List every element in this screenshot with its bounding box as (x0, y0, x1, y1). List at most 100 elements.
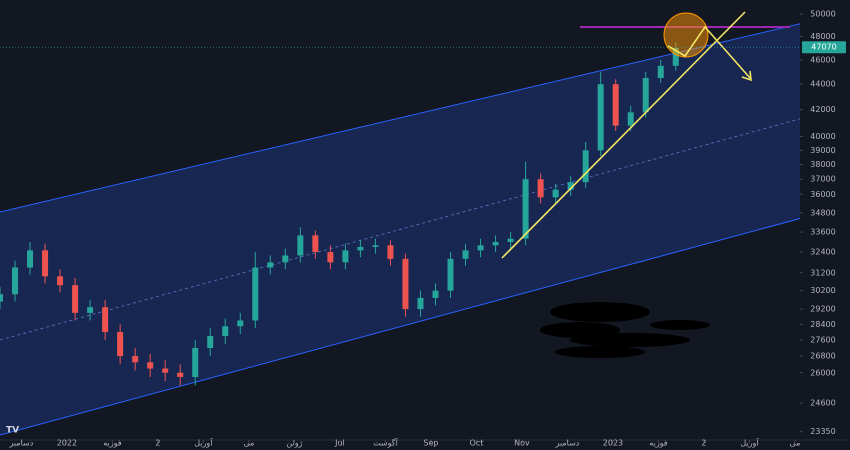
y-tick-label: 23350 (810, 427, 835, 436)
x-tick-label: فوریه (649, 439, 668, 448)
y-tick-label: 28400 (810, 320, 835, 329)
candle-body (432, 290, 439, 298)
candle-body (192, 348, 199, 377)
candle-body (42, 250, 49, 277)
axis-labels: 50000 48000 46000 44000 42000 40000 39000 38000… (0, 10, 846, 448)
candle-body (162, 368, 169, 373)
channel-lower (0, 204, 850, 436)
candle-body (552, 189, 559, 198)
candle-body (402, 258, 409, 310)
y-tick-label: 38000 (810, 160, 835, 169)
x-tick-label: Oct (470, 439, 484, 448)
candle-body (582, 150, 589, 183)
candle-body (657, 65, 664, 78)
y-tick-label: 44000 (810, 80, 835, 89)
candle-body (462, 250, 469, 259)
y-tick-label: 48000 (810, 32, 835, 41)
candle-body (567, 182, 574, 190)
candle-body (282, 255, 289, 263)
candle-body (537, 179, 544, 198)
candle-body (327, 252, 334, 263)
candle-body (522, 179, 529, 239)
y-tick-label: 33600 (810, 228, 835, 237)
candle-body (147, 362, 154, 369)
candle-body (357, 246, 364, 251)
redacted (540, 302, 710, 358)
last-price-box (802, 41, 846, 54)
candle-body (12, 267, 19, 295)
candles (0, 42, 679, 386)
candle-body (0, 294, 3, 302)
candle-body (642, 77, 649, 113)
x-tick-label: می (790, 439, 801, 448)
y-tick-label: 30200 (810, 286, 835, 295)
candle-body (87, 307, 94, 313)
candle-body (117, 332, 124, 357)
candle-body (372, 245, 379, 247)
y-tick-label: 24600 (810, 399, 835, 408)
scribble (555, 346, 645, 358)
candle-body (57, 276, 64, 286)
x-tick-label: آگوست (373, 438, 399, 448)
y-tick-label: 42000 (810, 105, 835, 114)
candle-body (597, 84, 604, 151)
candle-body (237, 320, 244, 327)
y-tick-label: 26000 (810, 368, 835, 377)
x-tick-label: 2 (701, 439, 706, 448)
y-tick-label: 32400 (810, 248, 835, 257)
y-tick-label: 26800 (810, 352, 835, 361)
y-tick-label: 34800 (810, 208, 835, 217)
x-tick-label: 2023 (603, 439, 623, 448)
candle-body (222, 326, 229, 337)
zigzag-projection (667, 25, 751, 79)
candle-body (132, 356, 139, 363)
y-tick-label: 37000 (810, 175, 835, 184)
x-tick-label: 2 (155, 439, 160, 448)
trend-line (501, 11, 746, 259)
logo: TV (6, 426, 19, 436)
channel-mid (0, 104, 850, 341)
price-axis (800, 0, 850, 450)
y-tick-label: 27600 (810, 335, 835, 344)
channel-upper (0, 11, 850, 213)
x-tick-label: Sep (423, 439, 438, 448)
x-tick-label: Jul (334, 439, 345, 448)
y-tick-label: 50000 (810, 10, 835, 19)
candle-body (507, 238, 514, 242)
y-tick-label: 46000 (810, 55, 835, 64)
candle-body (27, 250, 34, 268)
candle-body (417, 297, 424, 310)
candle-body (387, 245, 394, 259)
candle-body (492, 241, 499, 246)
candle-body (477, 245, 484, 251)
candle-body (72, 285, 79, 313)
candle-body (612, 84, 619, 126)
candle-body (297, 235, 304, 256)
y-tick-label: 29200 (810, 305, 835, 314)
channel-fill (0, 12, 850, 435)
x-tick-label: فوریه (103, 439, 122, 448)
annotations (501, 11, 790, 259)
arrow-head (741, 70, 752, 82)
candle-body (342, 250, 349, 263)
candle-body (102, 307, 109, 333)
candle-body (207, 336, 214, 349)
x-tick-label: ژوئن (286, 439, 302, 448)
candle-body (312, 235, 319, 253)
scribble (650, 320, 710, 330)
x-tick-label: 2022 (57, 439, 77, 448)
x-tick-label: دسامبر (555, 439, 580, 448)
scribble (570, 333, 690, 347)
candle-body (447, 258, 454, 291)
y-tick-label: 40000 (810, 132, 835, 141)
x-tick-label: آوریل (740, 438, 759, 448)
highlight-circle (663, 12, 709, 58)
y-tick-label: 31200 (810, 268, 835, 277)
channel (0, 11, 850, 436)
last-price-label: 47070 (811, 43, 836, 52)
candle-body (672, 48, 679, 66)
candle-body (267, 262, 274, 268)
x-tick-label: می (243, 439, 254, 448)
